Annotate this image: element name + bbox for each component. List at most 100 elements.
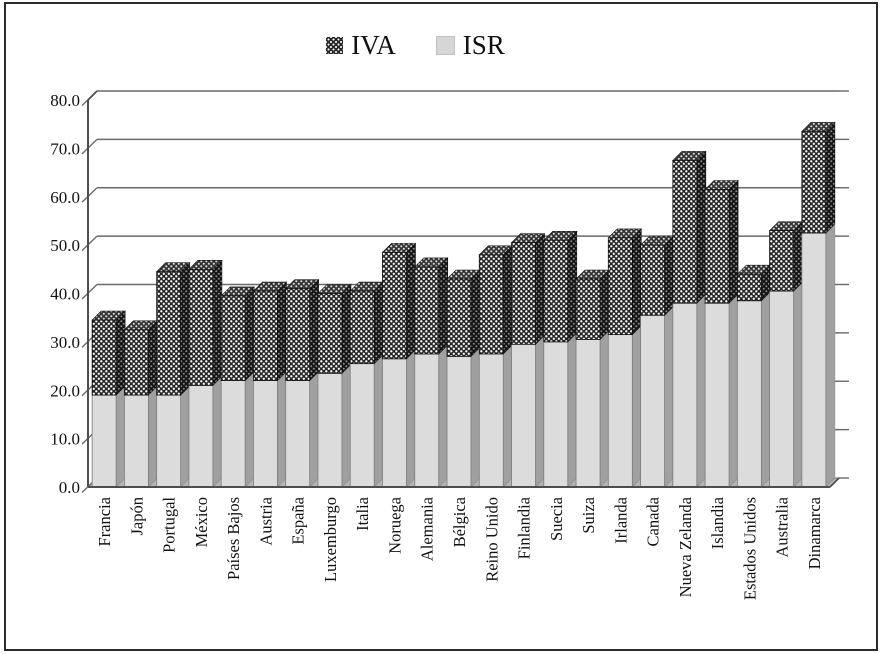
isr-bar-segment bbox=[736, 300, 762, 488]
isr-bar-side bbox=[825, 223, 836, 488]
y-axis-label: 20.0 bbox=[50, 381, 80, 400]
iva-bar-segment bbox=[672, 160, 698, 304]
x-axis-label: Alemania bbox=[418, 496, 437, 561]
iva-bar-segment bbox=[640, 244, 665, 316]
x-axis-label: Suecia bbox=[547, 496, 566, 541]
iva-bar-side bbox=[632, 228, 642, 336]
bar-Australia bbox=[768, 220, 804, 488]
isr-legend-label: ISR bbox=[462, 30, 505, 60]
bar-Islandia bbox=[704, 179, 739, 488]
iva-bar-side bbox=[567, 230, 578, 343]
bar-Estados Unidos bbox=[736, 264, 772, 488]
iva-legend-swatch bbox=[326, 37, 344, 54]
x-axis-label: Nueva Zelanda bbox=[676, 496, 695, 597]
isr-bar-segment bbox=[801, 232, 827, 488]
isr-bar-segment bbox=[575, 339, 601, 488]
iva-bar-segment bbox=[382, 251, 407, 360]
isr-bar-segment bbox=[188, 385, 214, 488]
isr-bar-side bbox=[148, 385, 158, 488]
isr-bar-side bbox=[599, 329, 610, 488]
x-axis-label: Bélgica bbox=[450, 496, 469, 547]
bar-Suecia bbox=[543, 230, 578, 488]
x-axis-label: Finlandia bbox=[515, 496, 534, 559]
y-axis-label: 10.0 bbox=[50, 430, 80, 449]
isr-bar-side bbox=[244, 370, 255, 488]
isr-bar-side bbox=[535, 334, 545, 488]
x-axis-label: Dinamarca bbox=[805, 496, 824, 569]
x-axis-label: México bbox=[192, 497, 211, 547]
iva-bar-segment bbox=[414, 266, 440, 355]
x-axis-label: Portugal bbox=[160, 497, 179, 553]
x-axis-label: Suiza bbox=[579, 496, 598, 533]
y-axis-tick bbox=[81, 187, 98, 203]
iva-bar-segment bbox=[349, 290, 375, 365]
isr-bar-segment bbox=[769, 290, 795, 488]
isr-bar-segment bbox=[607, 334, 633, 488]
iva-bar-segment bbox=[478, 254, 504, 355]
isr-bar-segment bbox=[156, 394, 182, 488]
y-axis-label: 70.0 bbox=[50, 139, 80, 158]
isr-bar-side bbox=[341, 363, 352, 488]
y-axis-label: 60.0 bbox=[50, 188, 80, 207]
iva-bar-segment bbox=[769, 230, 795, 292]
bar-Noruega bbox=[381, 242, 417, 488]
isr-bar-segment bbox=[220, 380, 246, 488]
iva-bar-side bbox=[115, 310, 126, 396]
iva-bar-side bbox=[535, 232, 545, 346]
isr-bar-segment bbox=[285, 380, 311, 488]
isr-bar-side bbox=[664, 305, 674, 488]
isr-bar-side bbox=[728, 293, 739, 488]
iva-bar-side bbox=[212, 259, 223, 387]
iva-bar-segment bbox=[575, 278, 601, 340]
y-axis-tick bbox=[81, 235, 98, 252]
isr-bar-segment bbox=[704, 302, 730, 488]
floor-corner bbox=[829, 477, 840, 488]
isr-bar-segment bbox=[640, 314, 665, 488]
iva-bar-side bbox=[825, 121, 836, 234]
iva-legend-label: IVA bbox=[351, 30, 396, 60]
isr-bar-segment bbox=[511, 343, 536, 488]
bar-Alemania bbox=[414, 257, 449, 488]
bar-España bbox=[284, 278, 320, 488]
iva-bar-segment bbox=[317, 293, 343, 374]
isr-bar-segment bbox=[414, 353, 440, 488]
x-axis-label: Noruega bbox=[385, 496, 404, 553]
bar-Francia bbox=[91, 310, 126, 488]
iva-bar-segment bbox=[607, 237, 633, 336]
y-axis-label: 0.0 bbox=[59, 478, 80, 497]
isr-bar-side bbox=[470, 346, 481, 488]
bar-Canada bbox=[639, 235, 675, 488]
isr-bar-side bbox=[277, 370, 287, 488]
isr-bar-side bbox=[632, 324, 642, 488]
x-axis-label: Japón bbox=[127, 497, 146, 536]
x-axis-label: Australia bbox=[773, 496, 792, 557]
y-axis-tick bbox=[81, 138, 98, 155]
iva-bar-side bbox=[406, 242, 416, 360]
bar-Austria bbox=[252, 281, 288, 488]
x-axis-label: Luxemburgo bbox=[321, 497, 340, 582]
isr-bar-segment bbox=[91, 394, 117, 488]
iva-bar-segment bbox=[253, 290, 278, 381]
iva-bar-segment bbox=[801, 131, 827, 234]
iva-bar-segment bbox=[285, 288, 311, 381]
isr-bar-segment bbox=[123, 394, 149, 488]
iva-bar-segment bbox=[704, 189, 730, 304]
isr-bar-side bbox=[793, 281, 803, 488]
iva-bar-side bbox=[696, 150, 707, 304]
iva-bar-side bbox=[599, 269, 610, 341]
isr-bar-segment bbox=[253, 380, 278, 488]
x-axis-label: Reino Unido bbox=[482, 497, 501, 582]
x-axis-label: Austria bbox=[256, 496, 275, 545]
x-axis-label: Islandia bbox=[708, 496, 727, 549]
iva-bar-segment bbox=[511, 242, 536, 345]
isr-bar-side bbox=[438, 344, 449, 488]
bar-Irlanda bbox=[607, 228, 643, 488]
y-axis-label: 30.0 bbox=[50, 333, 80, 352]
bar-Japón bbox=[123, 320, 159, 488]
legend-item-isr: ISR bbox=[435, 30, 505, 60]
bar-Países Bajos bbox=[220, 286, 255, 488]
isr-bar-segment bbox=[349, 363, 375, 488]
iva-bar-side bbox=[244, 286, 255, 382]
